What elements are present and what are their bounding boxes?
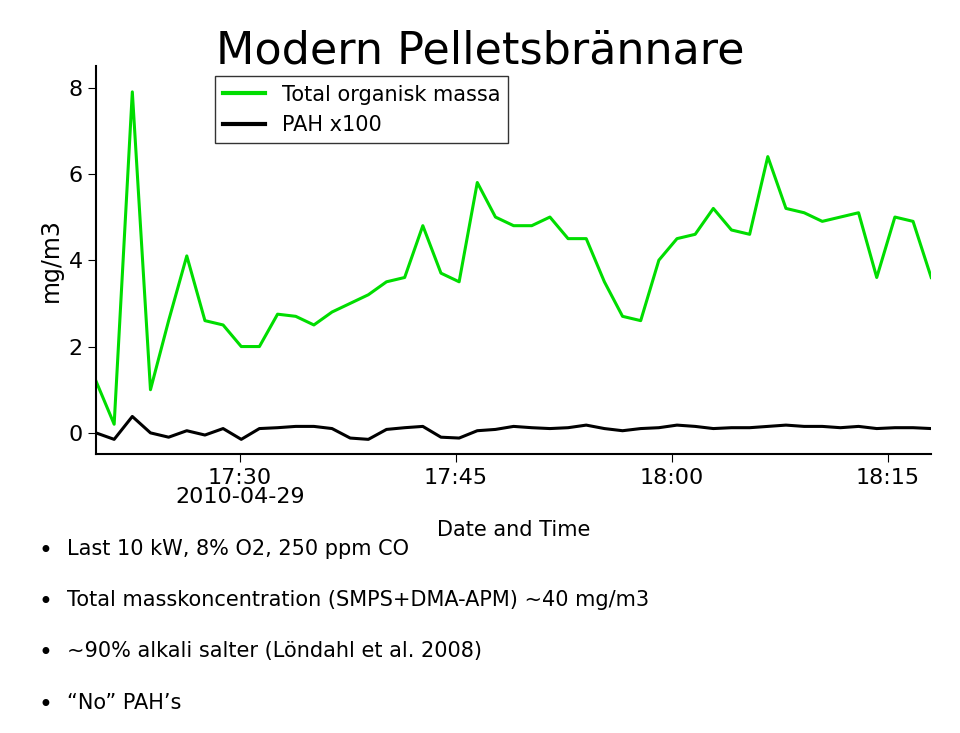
Text: •: • — [38, 693, 52, 717]
Text: •: • — [38, 590, 52, 614]
Text: Total masskoncentration (SMPS+DMA-APM) ~40 mg/m3: Total masskoncentration (SMPS+DMA-APM) ~… — [67, 590, 649, 610]
Y-axis label: mg/m3: mg/m3 — [39, 218, 63, 302]
Text: Modern Pelletsbrännare: Modern Pelletsbrännare — [216, 29, 744, 73]
Legend: Total organisk massa, PAH x100: Total organisk massa, PAH x100 — [215, 76, 509, 144]
Text: “No” PAH’s: “No” PAH’s — [67, 693, 181, 712]
Text: 2010-04-29: 2010-04-29 — [175, 487, 305, 507]
Text: Last 10 kW, 8% O2, 250 ppm CO: Last 10 kW, 8% O2, 250 ppm CO — [67, 539, 409, 559]
Text: ~90% alkali salter (Löndahl et al. 2008): ~90% alkali salter (Löndahl et al. 2008) — [67, 641, 482, 661]
Text: •: • — [38, 641, 52, 666]
Text: •: • — [38, 539, 52, 563]
Text: Date and Time: Date and Time — [437, 520, 590, 540]
